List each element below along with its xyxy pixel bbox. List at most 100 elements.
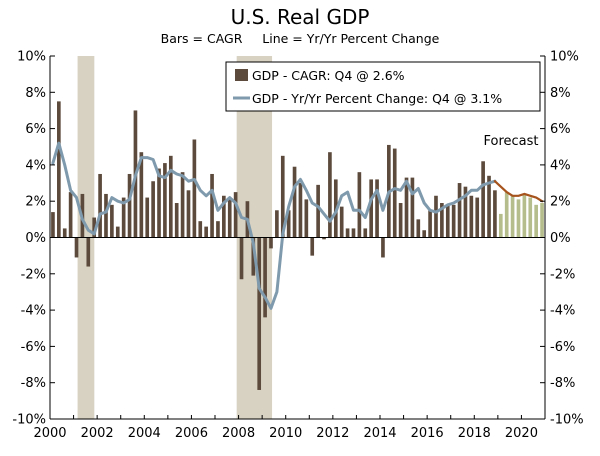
- y-tick-label-left: 0%: [25, 231, 46, 246]
- x-tick-label: 2004: [128, 426, 161, 441]
- cagr-bar: [375, 179, 379, 238]
- y-tick-label-right: -2%: [550, 267, 575, 282]
- cagr-bar: [204, 226, 208, 238]
- cagr-bar: [92, 217, 97, 238]
- cagr-bar: [174, 203, 179, 238]
- cagr-bar: [440, 203, 444, 238]
- cagr-bar: [457, 183, 462, 238]
- cagr-bar: [192, 139, 197, 238]
- cagr-bar: [469, 195, 474, 238]
- y-tick-label-right: -4%: [550, 304, 575, 319]
- cagr-bar: [127, 173, 132, 238]
- cagr-bar: [510, 195, 515, 238]
- cagr-bar: [540, 203, 544, 238]
- cagr-bar: [163, 163, 167, 238]
- cagr-bar: [522, 193, 527, 238]
- y-tick-label-right: 10%: [550, 50, 579, 65]
- chart-title: U.S. Real GDP: [231, 5, 370, 29]
- cagr-bar: [180, 172, 185, 238]
- cagr-bar: [145, 197, 150, 238]
- cagr-bar: [428, 210, 432, 238]
- cagr-bar: [186, 190, 191, 238]
- cagr-bar: [434, 195, 438, 238]
- cagr-bar: [239, 237, 244, 280]
- cagr-bar: [322, 237, 326, 240]
- cagr-bar: [304, 199, 309, 238]
- cagr-bar: [534, 204, 538, 238]
- cagr-bar: [298, 183, 303, 238]
- y-tick-label-left: 4%: [25, 158, 46, 173]
- cagr-bar: [104, 193, 108, 238]
- y-tick-label-right: 0%: [550, 231, 571, 246]
- cagr-bar: [451, 204, 456, 238]
- cagr-bar: [487, 175, 491, 238]
- cagr-bar: [275, 210, 279, 238]
- cagr-bar: [292, 166, 297, 238]
- cagr-bar: [328, 152, 332, 238]
- cagr-bar: [316, 184, 320, 238]
- cagr-bar: [398, 203, 403, 238]
- cagr-bar: [422, 230, 427, 238]
- y-tick-label-right: -8%: [550, 376, 575, 391]
- y-tick-label-right: 4%: [550, 158, 571, 173]
- cagr-bar: [110, 204, 114, 238]
- y-tick-label-left: 8%: [25, 86, 46, 101]
- legend-line-label: GDP - Yr/Yr Percent Change: Q4 @ 3.1%: [252, 91, 502, 106]
- cagr-bars: [51, 101, 544, 390]
- y-tick-label-left: -6%: [21, 340, 46, 355]
- cagr-bar: [445, 204, 450, 238]
- forecast-annotation: Forecast: [483, 134, 538, 149]
- cagr-bar: [257, 237, 262, 390]
- x-tick-label: 2008: [222, 426, 255, 441]
- cagr-bar: [369, 179, 373, 238]
- legend: GDP - CAGR: Q4 @ 2.6% GDP - Yr/Yr Percen…: [225, 61, 541, 112]
- cagr-bar: [222, 195, 226, 238]
- cagr-bar: [481, 161, 485, 238]
- x-tick-label: 2016: [411, 426, 444, 441]
- cagr-bar: [62, 228, 67, 238]
- cagr-bar: [269, 237, 273, 249]
- cagr-bar: [68, 192, 73, 238]
- cagr-bar: [51, 212, 55, 238]
- cagr-bar: [216, 221, 220, 238]
- cagr-bar: [504, 192, 509, 238]
- y-tick-label-left: 2%: [25, 195, 46, 210]
- x-tick-label: 2010: [269, 426, 302, 441]
- x-tick-label: 2014: [363, 426, 396, 441]
- legend-bar-label: GDP - CAGR: Q4 @ 2.6%: [252, 68, 405, 83]
- cagr-bar: [357, 172, 362, 238]
- y-tick-label-right: -10%: [550, 413, 584, 428]
- cagr-bar: [57, 101, 61, 238]
- y-tick-label-left: 6%: [25, 122, 46, 137]
- cagr-bar: [86, 237, 91, 267]
- legend-box: [225, 61, 541, 112]
- cagr-bar: [263, 237, 267, 318]
- legend-bar-swatch: [235, 69, 248, 81]
- y-tick-label-left: -10%: [12, 413, 46, 428]
- x-tick-label: 2012: [316, 426, 349, 441]
- cagr-bar: [198, 221, 203, 238]
- x-tick-label: 2000: [33, 426, 66, 441]
- cagr-bar: [416, 219, 421, 238]
- chart-subtitle: Bars = CAGR Line = Yr/Yr Percent Change: [161, 31, 440, 46]
- cagr-bar: [280, 155, 285, 238]
- cagr-bar: [493, 190, 497, 238]
- y-tick-label-left: -8%: [21, 376, 46, 391]
- cagr-bar: [115, 226, 120, 238]
- x-tick-label: 2002: [81, 426, 114, 441]
- cagr-bar: [475, 197, 480, 238]
- cagr-bar: [392, 148, 397, 238]
- x-tick-label: 2006: [175, 426, 208, 441]
- cagr-bar: [210, 173, 214, 238]
- yoy-line: [51, 141, 544, 310]
- cagr-bar: [528, 197, 533, 238]
- cagr-bar: [498, 213, 503, 238]
- cagr-bar: [227, 197, 232, 238]
- chart-axes: 10% 10% 8% 8% 6% 6% 4% 4% 2% 2% 0% 0% -2% -2% -4% -4% -6…: [12, 50, 583, 442]
- cagr-bar: [339, 206, 344, 238]
- cagr-bar: [381, 237, 385, 258]
- yoy-line-forecast: [493, 180, 544, 203]
- cagr-bar: [410, 177, 415, 238]
